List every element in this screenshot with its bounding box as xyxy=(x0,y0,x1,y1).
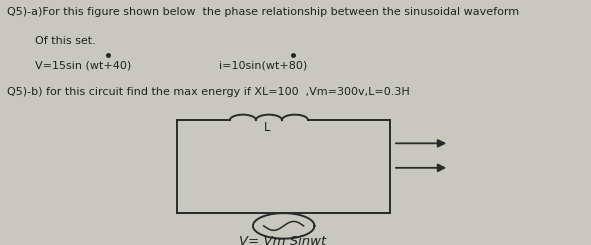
Text: L: L xyxy=(264,121,270,134)
Text: Of this set.: Of this set. xyxy=(35,36,96,46)
Text: V=15sin (wt+40): V=15sin (wt+40) xyxy=(35,60,132,70)
Text: Q5)-a)For this figure shown below  the phase relationship between the sinusoidal: Q5)-a)For this figure shown below the ph… xyxy=(7,7,519,17)
Text: V= Vm Sinwt: V= Vm Sinwt xyxy=(239,235,326,245)
Text: Q5)-b) for this circuit find the max energy if XL=100  ,Vm=300v,L=0.3H: Q5)-b) for this circuit find the max ene… xyxy=(7,87,410,97)
Text: i=10sin(wt+80): i=10sin(wt+80) xyxy=(219,60,307,70)
